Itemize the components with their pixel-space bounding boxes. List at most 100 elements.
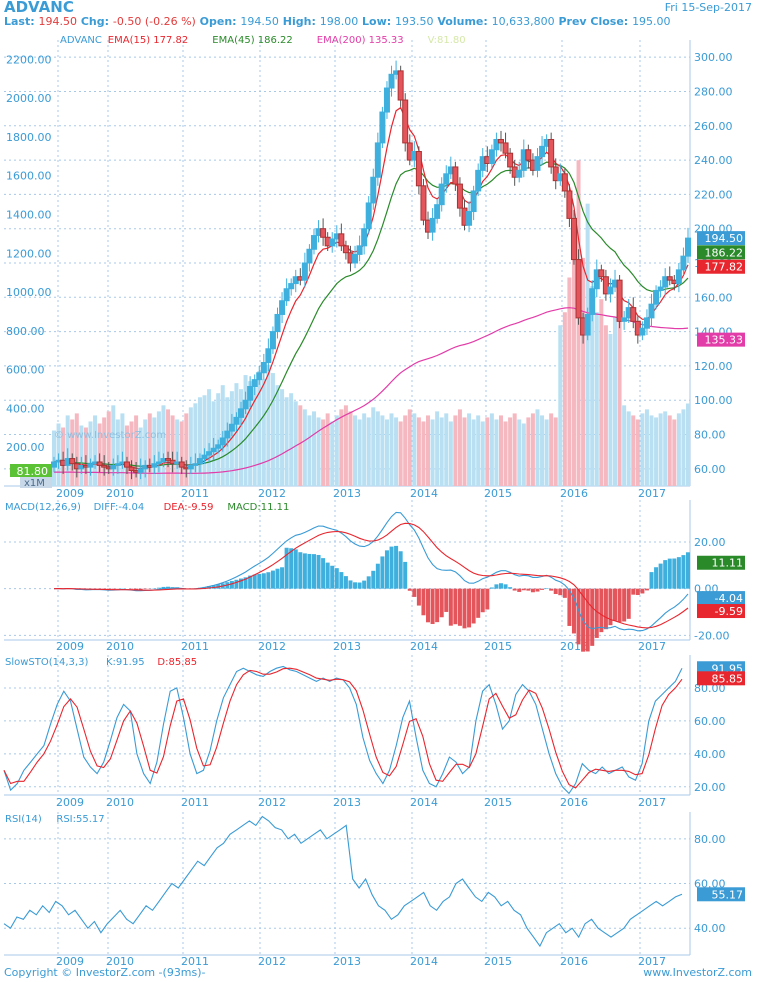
volume-bar (321, 419, 326, 486)
macd-hist-bar (590, 588, 595, 646)
candle-body (165, 458, 172, 461)
rsi-year-tick-label: 2013 (333, 955, 361, 968)
rsi-tick-label: 40.00 (694, 922, 726, 935)
volume-bar (498, 415, 503, 486)
macd-hist-bar (289, 548, 294, 589)
candle-body (561, 173, 568, 192)
macd-badge-bg (697, 591, 745, 606)
candle-body (288, 283, 295, 290)
volume-bar (663, 411, 668, 486)
volume-tick-label: 1000.00 (6, 286, 52, 299)
high-value: 198.00 (319, 15, 359, 28)
candle-body (662, 276, 669, 288)
candle-body (242, 399, 249, 410)
macd-year-tick-label: 2013 (333, 640, 361, 653)
macd-hist-bar (156, 587, 161, 589)
volume-tick-label: 1200.00 (6, 247, 52, 260)
candle-body (196, 458, 203, 465)
macd-hist-bar (448, 588, 453, 626)
volume-bar (649, 415, 654, 486)
volume-bar (398, 421, 403, 486)
volume-bar (608, 333, 613, 486)
candle-body (402, 99, 409, 144)
candle-body (575, 259, 582, 319)
candle-body (539, 145, 546, 158)
volume-bar (289, 393, 294, 486)
candle-body (383, 87, 390, 113)
open-label: Open: (199, 15, 237, 28)
chg-value: -0.50 (-0.26 %) (112, 15, 196, 28)
candle-body (320, 228, 327, 238)
volume-tick-label: 1800.00 (6, 131, 52, 144)
volume-bar (166, 409, 171, 486)
volume-bar (375, 411, 380, 486)
candle-body (137, 468, 144, 473)
sto-year-tick-label: 2012 (258, 796, 286, 809)
volume-bar (184, 413, 189, 486)
volume-bar (252, 387, 257, 486)
price-tick-label: 260.00 (694, 120, 733, 133)
volume-bar (234, 383, 239, 486)
candle-body (265, 348, 272, 363)
volume-bar (138, 427, 143, 486)
macd-hist-bar (311, 554, 316, 589)
volume-bar (311, 411, 316, 486)
macd-hist-bar (284, 547, 289, 589)
macd-hist-bar (302, 553, 307, 589)
price-legend-item: V:81.80 (428, 35, 466, 46)
year-tick-label: 2014 (410, 487, 438, 500)
volume-bar (448, 421, 453, 486)
candle-body (653, 289, 660, 305)
macd-hist-bar (485, 588, 490, 610)
candle-body (310, 235, 317, 250)
candle-body (256, 372, 263, 381)
volume-bar (124, 425, 129, 486)
volume-bar (549, 413, 554, 486)
macd-hist-bar (384, 550, 389, 589)
candle-body (420, 185, 427, 221)
sto-legend-item: SlowSTO(14,3,3) (5, 657, 88, 668)
volume-bar (512, 413, 517, 486)
candle-body (379, 111, 386, 144)
volume-bar (626, 411, 631, 486)
low-value: 193.50 (395, 15, 434, 28)
price-badge-bg (697, 231, 745, 246)
volume-bar (476, 415, 481, 486)
volume-bar (202, 395, 207, 486)
macd-hist-bar (622, 588, 627, 622)
candle-body (593, 269, 600, 290)
price-tick-label: 160.00 (694, 291, 733, 304)
volume-bar (339, 409, 344, 486)
site-footer[interactable]: www.InvestorZ.com (643, 966, 752, 979)
volume-bar (293, 401, 298, 486)
macd-hist-bar (325, 562, 330, 589)
volume-bar (658, 413, 663, 486)
price-badge-bg (697, 332, 745, 347)
macd-hist-bar (257, 573, 262, 589)
volume-tick-label: 1600.00 (6, 170, 52, 183)
macd-hist-bar (576, 588, 581, 645)
candle-body (516, 169, 523, 178)
candle-body (502, 142, 509, 154)
candle-body (352, 253, 359, 264)
volume-bar (325, 413, 330, 486)
macd-hist-bar (508, 587, 513, 589)
year-tick-label: 2015 (484, 487, 512, 500)
volume-tick-label: 2200.00 (6, 53, 52, 66)
macd-hist-bar (412, 588, 417, 597)
sto-year-tick-label: 2009 (56, 796, 84, 809)
macd-hist-bar (562, 588, 567, 598)
macd-hist-bar (366, 576, 371, 589)
sto-tick-label: 20.00 (694, 781, 726, 794)
volume-bar (330, 421, 335, 486)
macd-hist-bar (353, 582, 358, 589)
volume-bar (681, 409, 686, 486)
volume-bar (197, 397, 202, 486)
ema200-line (54, 307, 689, 474)
rsi-year-tick-label: 2017 (638, 955, 666, 968)
macd-hist-bar (407, 588, 412, 591)
volume-bar (585, 203, 590, 487)
volume-bar (535, 409, 540, 486)
candle-body (434, 204, 441, 219)
